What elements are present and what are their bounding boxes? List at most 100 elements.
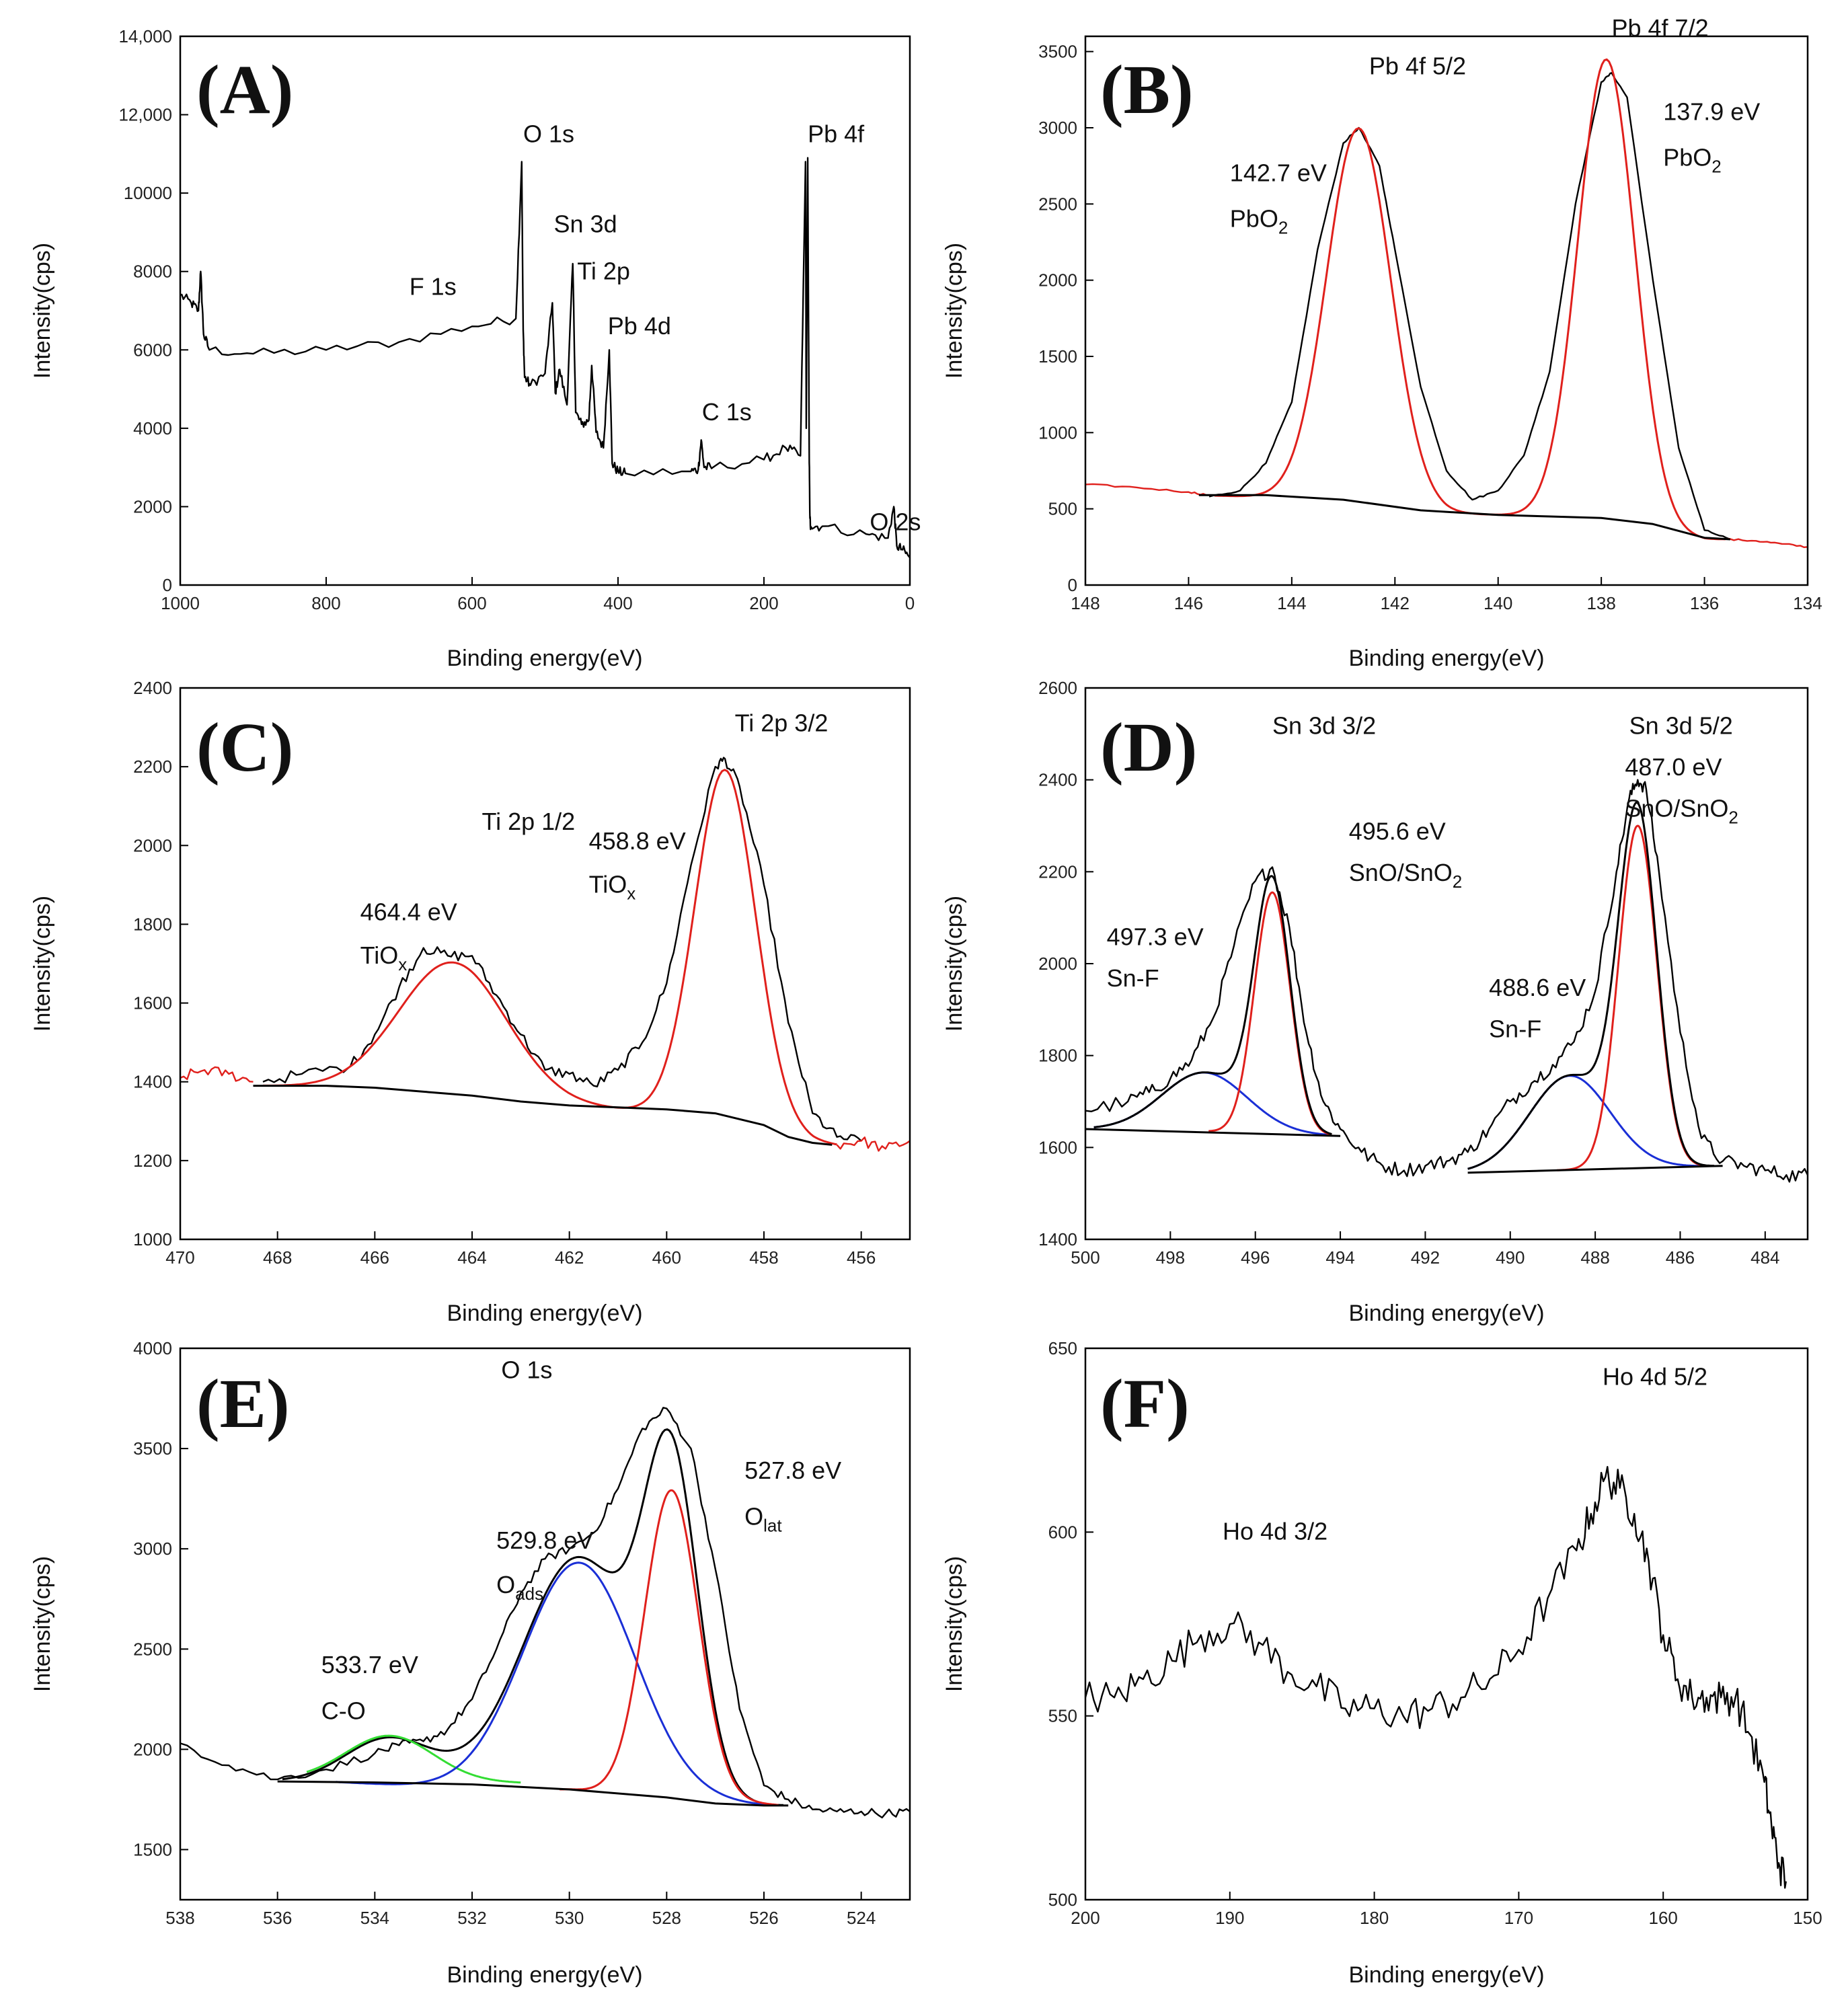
panel-a-x-tick-label: 0: [905, 593, 915, 613]
panel-e-x-tick-label: 536: [263, 1908, 292, 1928]
panel-a-x-axis-label: Binding energy(eV): [447, 646, 642, 671]
panel-d-x-tick-label: 488: [1580, 1247, 1609, 1268]
panel-a-y-tick-label: 6000: [133, 340, 172, 360]
panel-a-letter: (A): [196, 51, 293, 128]
panel-b-x-tick-label: 138: [1586, 593, 1615, 613]
panel-a-annotation: Pb 4d: [608, 312, 671, 340]
panel-e-x-tick-label: 526: [749, 1908, 778, 1928]
panel-f-x-tick-label: 190: [1215, 1908, 1244, 1928]
panel-e: 538 536 534 532 530 528 526 524 1500 2000 2500 3000…: [30, 1338, 911, 1988]
panel-c-frame: [179, 687, 911, 1241]
panel-c-x-tick-label: 470: [165, 1247, 194, 1268]
panel-a-annotation: C 1s: [702, 398, 752, 426]
panel-c-lines: [180, 757, 911, 1152]
panel-b-y-tick-label: 2500: [1038, 194, 1077, 214]
panel-b-x-tick-label: 146: [1174, 593, 1203, 613]
panel-b-x-tick-label: 148: [1071, 593, 1100, 613]
panel-b-series-raw-tail: [1725, 538, 1808, 548]
panel-b-annotation: 137.9 eV: [1663, 98, 1760, 126]
panel-d-x-axis-label: Binding energy(eV): [1348, 1301, 1544, 1326]
panel-d-series-background-3-2: [1085, 1128, 1341, 1137]
panel-c: 470 468 466 464 462 460 458 456 1000 1200 1400 1600…: [30, 678, 911, 1326]
panel-c-annotation: 464.4 eV: [360, 898, 457, 926]
panel-b-annotation: PbO2: [1663, 144, 1722, 177]
panel-b-x-tick-label: 144: [1277, 593, 1306, 613]
panel-c-y-axis-label: Intensity(cps): [30, 896, 55, 1032]
panel-a-x-tick-label: 600: [457, 593, 486, 613]
panel-d-y-tick-label: 1800: [1038, 1046, 1077, 1066]
panel-e-x-tick-label: 530: [555, 1908, 584, 1928]
panel-d-annotation: 495.6 eV: [1349, 818, 1446, 845]
panel-a-x-tick-label: 800: [311, 593, 340, 613]
panel-c-x-axis-label: Binding energy(eV): [447, 1301, 642, 1326]
panel-c-y-tick-label: 2200: [133, 757, 172, 777]
panel-b-annotation: Pb 4f 7/2: [1611, 14, 1708, 42]
panel-d-y-tick-label: 1600: [1038, 1137, 1077, 1157]
panel-d-annotation: Sn 3d 5/2: [1629, 711, 1733, 739]
panel-d-annotation: Sn 3d 3/2: [1272, 711, 1376, 739]
panel-f-annotation: Ho 4d 5/2: [1603, 1363, 1707, 1391]
panel-b-series-raw-extension: [1085, 483, 1210, 496]
panel-c-series-background: [253, 1085, 833, 1146]
panel-e-annotation: C-O: [321, 1697, 366, 1725]
panel-e-y-tick-label: 3000: [133, 1539, 172, 1559]
panel-f-y-axis-label: Intensity(cps): [941, 1556, 967, 1692]
panel-b-annotations: Pb 4f 5/2 Pb 4f 7/2 142.7 eV PbO2 137.9 eV Pb…: [1230, 14, 1761, 237]
panel-a-x-tick-label: 400: [603, 593, 632, 613]
panel-d-y-tick-label: 2000: [1038, 954, 1077, 974]
panel-b-y-tick-label: 500: [1048, 499, 1077, 519]
panel-c-annotation: TiOx: [589, 871, 636, 904]
panel-d-annotation: 487.0 eV: [1625, 753, 1722, 781]
panel-c-y-tick-label: 1200: [133, 1151, 172, 1171]
panel-e-x-axis-label: Binding energy(eV): [447, 1962, 642, 1988]
panel-c-letter: (C): [196, 709, 293, 786]
panel-a-y-tick-label: 8000: [133, 262, 172, 282]
panel-c-x-tick-label: 466: [360, 1247, 389, 1268]
panel-f-letter: (F): [1100, 1365, 1190, 1442]
panel-d-y-tick-label: 2200: [1038, 861, 1077, 882]
panel-e-series-measured: [180, 1407, 911, 1819]
panel-d-letter: (D): [1100, 709, 1197, 786]
panel-a-series-survey: [180, 157, 911, 558]
panel-a-annotation: Pb 4f: [808, 120, 865, 147]
panel-e-x-tick-label: 524: [847, 1908, 876, 1928]
panel-c-annotation: Ti 2p 3/2: [735, 709, 829, 736]
panel-d-y-tick-label: 2400: [1038, 770, 1077, 790]
panel-a-y-tick-label: 0: [163, 575, 172, 595]
panel-e-annotation: 527.8 eV: [744, 1457, 841, 1484]
panel-b-annotation: 142.7 eV: [1230, 159, 1327, 186]
panel-f-x-tick-label: 180: [1360, 1908, 1389, 1928]
panel-e-y-tick-label: 2000: [133, 1739, 172, 1759]
panel-e-annotation: Olat: [744, 1502, 782, 1535]
panel-d: 500 498 496 494 492 490 488 486 484 1400 1600 1800 2…: [941, 678, 1809, 1326]
panel-d-series-background-5-2: [1467, 1165, 1723, 1174]
panel-b-series-measured: [1208, 72, 1731, 541]
panel-b-x-tick-label: 136: [1690, 593, 1719, 613]
panel-f-y-tick-label: 500: [1048, 1890, 1077, 1910]
panel-a-annotation: F 1s: [410, 273, 457, 301]
panel-b-y-tick-label: 3000: [1038, 118, 1077, 138]
panel-c-series-raw-right: [836, 1136, 911, 1152]
panel-e-y-tick-label: 4000: [133, 1338, 172, 1358]
panel-e-x-tick-label: 528: [652, 1908, 681, 1928]
panel-b: 148 146 144 142 140 138 136 134 0 500 1000 1500 2000…: [941, 14, 1822, 671]
panel-a-annotation: Sn 3d: [554, 210, 617, 237]
panel-a-y-axis-label: Intensity(cps): [30, 243, 55, 379]
panel-b-lines: [1085, 58, 1808, 548]
panel-f-y-tick-label: 650: [1048, 1338, 1077, 1358]
panel-b-x-tick-label: 140: [1484, 593, 1512, 613]
panel-b-y-tick-label: 1000: [1038, 422, 1077, 442]
panel-f: 200 190 180 170 160 150 500 550 600 650 Ho 4d 5/2…: [941, 1338, 1822, 1988]
panel-e-lines: [180, 1407, 911, 1819]
panel-f-x-tick-label: 160: [1649, 1908, 1678, 1928]
panel-c-x-tick-label: 468: [263, 1247, 292, 1268]
panel-e-frame: [179, 1347, 911, 1901]
panel-e-annotation: 529.8 eV: [496, 1526, 593, 1554]
panel-e-series-olat: [560, 1489, 779, 1806]
panel-b-y-tick-label: 2000: [1038, 270, 1077, 291]
panel-b-y-tick-label: 3500: [1038, 42, 1077, 62]
panel-d-y-axis-label: Intensity(cps): [941, 896, 967, 1032]
panel-b-y-tick-label: 0: [1068, 575, 1077, 595]
panel-b-x-tick-label: 142: [1381, 593, 1410, 613]
panel-f-annotations: Ho 4d 5/2 Ho 4d 3/2: [1223, 1363, 1707, 1545]
